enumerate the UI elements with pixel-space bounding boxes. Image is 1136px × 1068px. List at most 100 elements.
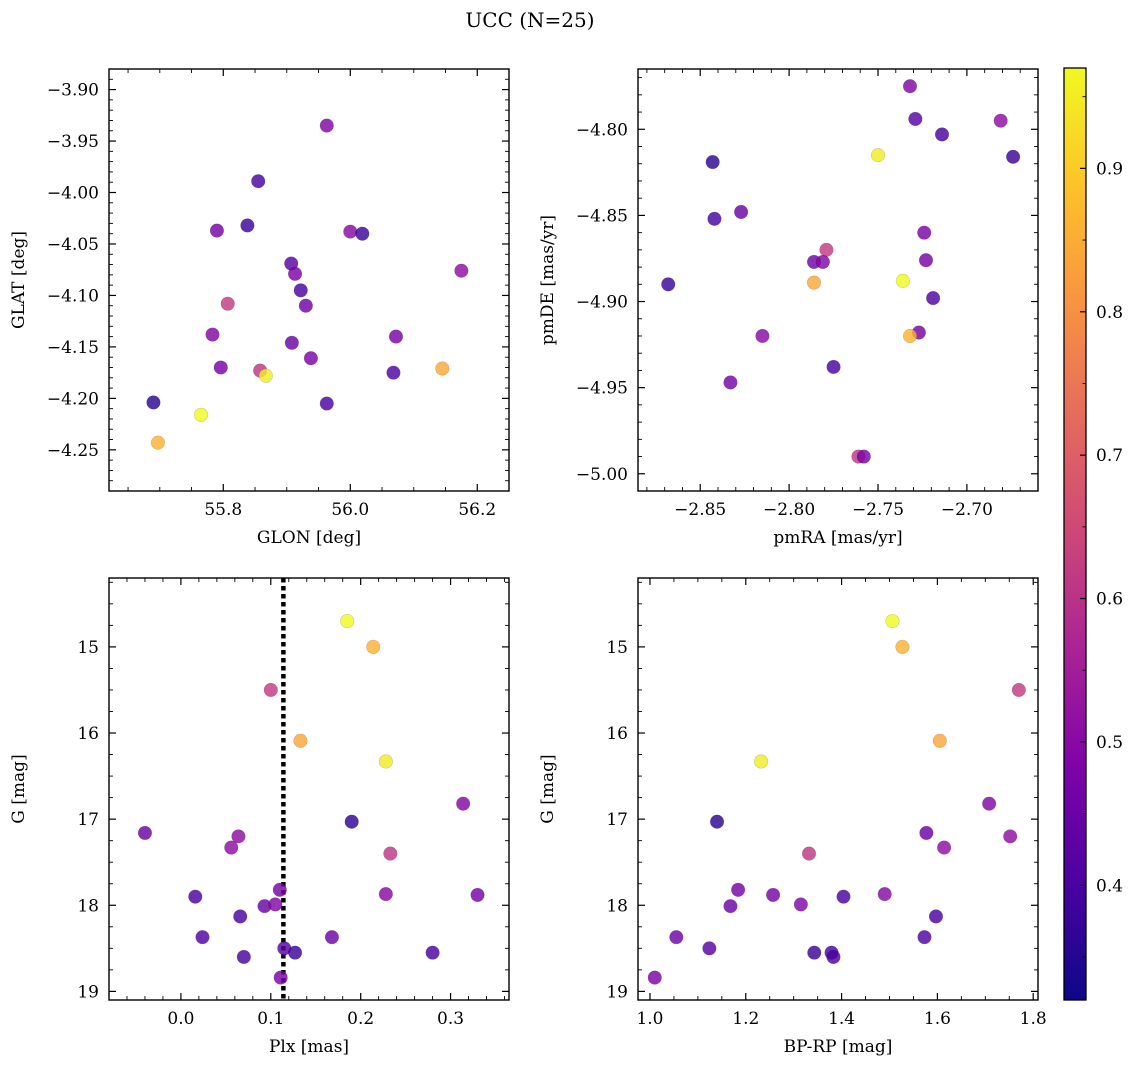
y-tick-label: 17 — [77, 810, 99, 830]
data-point — [902, 328, 918, 344]
data-point — [932, 733, 947, 748]
data-point — [205, 327, 220, 342]
data-point — [454, 263, 469, 278]
x-tick-label: −2.70 — [941, 500, 993, 520]
data-point — [233, 909, 248, 924]
x-axis-label: BP-RP [mag] — [784, 1037, 893, 1057]
y-tick-label: −5.00 — [576, 465, 628, 485]
data-point — [293, 733, 308, 748]
data-point — [870, 148, 886, 163]
data-point — [343, 224, 358, 239]
plot-frame — [637, 68, 1039, 492]
y-tick-label: −3.90 — [47, 81, 99, 101]
scatter-panels: 55.8 56.0 56.2 −4.25 −4.20 −4.15 −4.10 −4.05 −4.… — [9, 68, 1047, 1057]
data-point — [456, 796, 471, 811]
x-tick-label: 0.2 — [347, 1009, 374, 1029]
data-point — [293, 283, 308, 298]
data-point — [1011, 682, 1026, 698]
data-point — [885, 613, 900, 629]
x-axis-label: GLON [deg] — [257, 528, 361, 548]
data-point — [836, 889, 851, 904]
data-point — [137, 825, 153, 841]
data-point — [355, 226, 370, 241]
data-point — [388, 329, 404, 344]
data-point — [287, 266, 303, 281]
data-point — [755, 328, 770, 344]
data-point — [902, 79, 918, 94]
colorbar-bar — [1063, 67, 1087, 1001]
data-point — [240, 218, 255, 233]
y-tick-label: 18 — [606, 896, 628, 916]
figure-title: UCC (N=25) — [465, 8, 594, 32]
x-tick-label: 56.0 — [331, 500, 369, 520]
x-tick-label: 1.6 — [924, 1009, 951, 1029]
data-point — [807, 945, 822, 960]
data-point — [383, 846, 398, 861]
data-point — [937, 840, 952, 855]
data-point — [1003, 829, 1018, 844]
data-point — [188, 889, 203, 904]
y-tick-label: −4.25 — [47, 441, 99, 461]
data-point — [819, 242, 834, 257]
data-point — [669, 930, 684, 945]
data-point — [324, 930, 340, 945]
x-tick-label: −2.85 — [674, 500, 726, 520]
data-point — [209, 223, 225, 238]
colorbar-tick-label: 0.8 — [1096, 303, 1123, 323]
data-point — [928, 909, 944, 924]
data-point — [917, 225, 932, 240]
colorbar: 0.4 0.5 0.6 0.7 0.8 0.9 — [1063, 67, 1123, 1001]
colorbar-tick-label: 0.6 — [1096, 590, 1123, 610]
data-point — [319, 118, 334, 133]
data-point — [895, 639, 910, 654]
x-tick-label: 0.0 — [167, 1009, 194, 1029]
data-point — [707, 211, 722, 226]
data-point — [287, 945, 303, 960]
data-point — [366, 639, 381, 654]
y-tick-label: −3.95 — [47, 132, 99, 152]
y-tick-label: −4.85 — [576, 206, 628, 226]
data-point — [826, 949, 841, 965]
data-point — [258, 368, 273, 383]
data-point — [1006, 149, 1021, 164]
x-tick-label: 1.8 — [1020, 1009, 1047, 1029]
data-point — [895, 273, 910, 288]
y-tick-label: 19 — [77, 982, 99, 1002]
plot-frame — [108, 68, 510, 492]
data-point — [340, 613, 355, 629]
data-point — [709, 814, 725, 829]
panel-3: 0.0 0.1 0.2 0.3 15 16 17 18 19 Plx [mas] G [mag] — [9, 577, 510, 1057]
data-point — [236, 949, 251, 965]
x-tick-label: −2.80 — [763, 500, 815, 520]
x-tick-label: −2.75 — [852, 500, 904, 520]
y-tick-label: −4.15 — [47, 338, 99, 358]
data-point — [702, 941, 717, 956]
y-tick-label: −4.05 — [47, 235, 99, 255]
x-tick-label: 0.3 — [437, 1009, 464, 1029]
data-point — [982, 796, 997, 811]
data-point — [284, 335, 299, 350]
y-tick-label: −4.80 — [576, 120, 628, 140]
data-point — [705, 154, 720, 170]
data-point — [268, 897, 283, 912]
data-point — [263, 682, 278, 698]
data-point — [251, 174, 266, 189]
data-point — [917, 930, 932, 945]
data-point — [723, 375, 738, 390]
data-point — [815, 254, 830, 270]
x-tick-label: 1.2 — [732, 1009, 759, 1029]
data-point — [754, 754, 769, 769]
y-tick-label: 15 — [606, 638, 628, 658]
colorbar-tick-label: 0.5 — [1096, 733, 1123, 753]
data-point — [647, 970, 662, 985]
data-point — [801, 846, 817, 861]
y-tick-label: 15 — [77, 638, 99, 658]
y-axis-label: GLAT [deg] — [9, 231, 29, 329]
panel-2: −2.85 −2.80 −2.75 −2.70 −5.00 −4.95 −4.90 −4.85… — [538, 68, 1039, 548]
x-tick-label: 56.2 — [458, 500, 496, 520]
data-point — [146, 395, 161, 410]
data-point — [435, 361, 450, 376]
colorbar-tick-label: 0.4 — [1096, 876, 1123, 896]
y-tick-label: 17 — [606, 810, 628, 830]
data-point — [919, 825, 934, 841]
